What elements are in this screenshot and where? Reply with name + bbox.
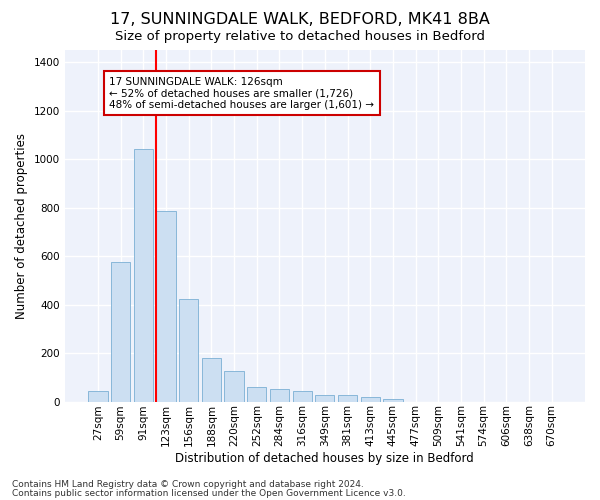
X-axis label: Distribution of detached houses by size in Bedford: Distribution of detached houses by size … <box>175 452 474 465</box>
Text: 17 SUNNINGDALE WALK: 126sqm
← 52% of detached houses are smaller (1,726)
48% of : 17 SUNNINGDALE WALK: 126sqm ← 52% of det… <box>109 76 374 110</box>
Text: Contains HM Land Registry data © Crown copyright and database right 2024.: Contains HM Land Registry data © Crown c… <box>12 480 364 489</box>
Bar <box>134 150 153 402</box>
Bar <box>111 262 130 402</box>
Bar <box>338 396 357 402</box>
Bar <box>202 358 221 402</box>
Text: 17, SUNNINGDALE WALK, BEDFORD, MK41 8BA: 17, SUNNINGDALE WALK, BEDFORD, MK41 8BA <box>110 12 490 28</box>
Text: Contains public sector information licensed under the Open Government Licence v3: Contains public sector information licen… <box>12 489 406 498</box>
Bar <box>247 386 266 402</box>
Bar <box>383 399 403 402</box>
Bar <box>361 397 380 402</box>
Bar <box>315 395 334 402</box>
Bar <box>293 390 312 402</box>
Bar <box>179 298 199 402</box>
Y-axis label: Number of detached properties: Number of detached properties <box>15 133 28 319</box>
Text: Size of property relative to detached houses in Bedford: Size of property relative to detached ho… <box>115 30 485 43</box>
Bar <box>88 390 107 402</box>
Bar <box>270 390 289 402</box>
Bar <box>224 370 244 402</box>
Bar <box>157 211 176 402</box>
